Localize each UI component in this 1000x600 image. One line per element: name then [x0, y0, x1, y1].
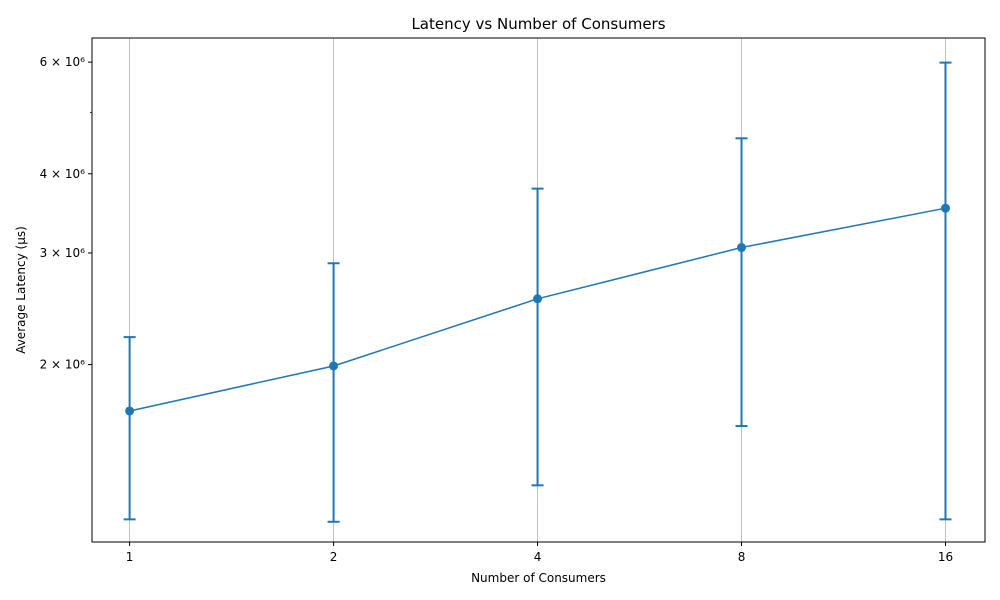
- x-tick-label: 8: [738, 550, 746, 564]
- x-tick-label: 2: [330, 550, 338, 564]
- plot-frame: [91, 37, 986, 543]
- data-point: [737, 243, 747, 253]
- data-point: [533, 294, 543, 304]
- y-tick-label: 4 × 10⁶: [40, 167, 86, 181]
- x-tick-label: 1: [126, 550, 134, 564]
- data-point: [125, 406, 135, 416]
- x-tick-label: 4: [534, 550, 542, 564]
- x-tick-label: 16: [938, 550, 953, 564]
- y-tick-label: 3 × 10⁶: [40, 246, 86, 260]
- y-axis-label: Average Latency (µs): [14, 226, 28, 354]
- y-tick-label: 2 × 10⁶: [40, 358, 86, 372]
- y-tick-label: 6 × 10⁶: [40, 55, 86, 69]
- data-series: [123, 61, 952, 523]
- axes: 1 2 4 8 16 2 × 10⁶ 3 × 10⁶ 4 × 10⁶ 6 × 10⁶: [40, 55, 954, 564]
- chart-title: Latency vs Number of Consumers: [411, 15, 665, 33]
- data-point: [940, 203, 950, 213]
- data-point: [329, 361, 339, 371]
- x-axis-label: Number of Consumers: [471, 571, 606, 585]
